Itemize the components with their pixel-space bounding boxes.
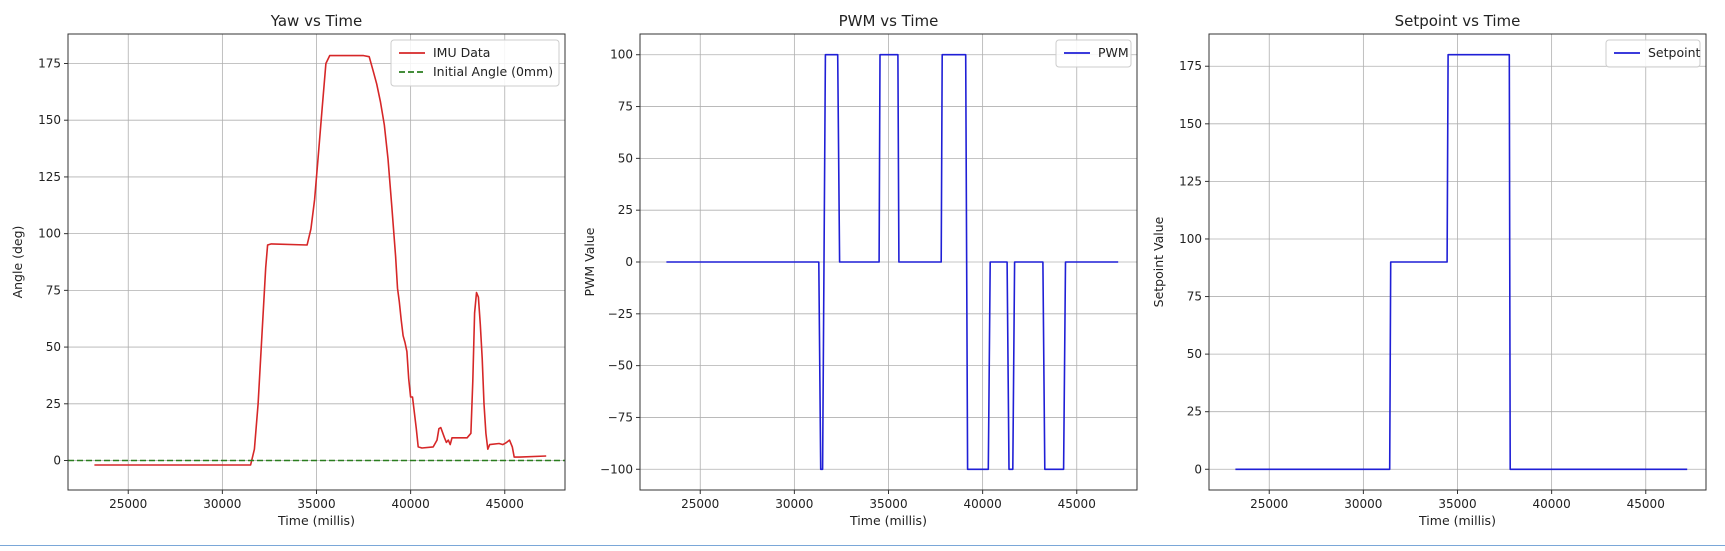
y-tick-label: 175 — [1179, 59, 1202, 73]
x-tick-label: 40000 — [1533, 497, 1571, 511]
x-tick-label: 40000 — [392, 497, 430, 511]
y-tick-label: −75 — [608, 410, 633, 424]
x-tick-label: 45000 — [1627, 497, 1665, 511]
x-axis-label: Time (millis) — [277, 513, 355, 528]
y-tick-label: 150 — [1179, 117, 1202, 131]
y-tick-label: 25 — [1187, 405, 1202, 419]
y-tick-label: 25 — [618, 203, 633, 217]
x-tick-label: 30000 — [203, 497, 241, 511]
pwm-chart: 25000 30000 35000 40000 45000 −100 −75 −50 −25 0 2… — [582, 12, 1138, 528]
x-tick-label: 30000 — [1344, 497, 1382, 511]
x-tick-label: 45000 — [1058, 497, 1096, 511]
y-axis-label: Angle (deg) — [10, 226, 25, 299]
yaw-chart: 25000 30000 35000 40000 45000 0 25 50 75 100 125 15… — [10, 12, 566, 528]
legend-box — [1605, 39, 1701, 68]
y-tick-label: 75 — [46, 283, 61, 297]
chart-title: PWM vs Time — [839, 12, 939, 30]
legend-entry: Setpoint — [1648, 45, 1701, 60]
x-axis-label: Time (millis) — [1418, 513, 1496, 528]
chart-title: Yaw vs Time — [270, 12, 363, 30]
legend: Setpoint — [1605, 39, 1701, 68]
x-tick-label: 35000 — [297, 497, 335, 511]
x-tick-label: 40000 — [964, 497, 1002, 511]
y-tick-label: 125 — [1179, 174, 1202, 188]
x-tick-label: 35000 — [1438, 497, 1476, 511]
chart-title: Setpoint vs Time — [1395, 12, 1521, 30]
y-tick-label: 100 — [38, 227, 61, 241]
y-tick-label: −50 — [608, 359, 633, 373]
y-tick-label: 25 — [46, 397, 61, 411]
y-axis-label: PWM Value — [582, 227, 597, 296]
y-tick-label: 175 — [38, 56, 61, 70]
x-tick-label: 25000 — [109, 497, 147, 511]
legend-entry: PWM — [1098, 45, 1129, 60]
legend-entry: Initial Angle (0mm) — [433, 64, 553, 79]
legend-entry: IMU Data — [433, 45, 490, 60]
x-tick-label: 25000 — [1250, 497, 1288, 511]
legend: IMU Data Initial Angle (0mm) — [390, 39, 560, 87]
setpoint-chart: 25000 30000 35000 40000 45000 0 25 50 75 100 125 15… — [1151, 12, 1707, 528]
series-line-setpoint — [1235, 53, 1688, 471]
series-line-pwm — [666, 53, 1119, 471]
y-tick-label: 0 — [53, 454, 61, 468]
x-tick-label: 45000 — [486, 497, 524, 511]
legend: PWM — [1055, 39, 1132, 68]
x-tick-label: 25000 — [681, 497, 719, 511]
x-tick-label: 30000 — [775, 497, 813, 511]
bottom-divider — [0, 545, 1725, 546]
y-tick-label: −100 — [600, 462, 633, 476]
series-line-imu-data — [94, 54, 547, 466]
y-tick-label: 75 — [618, 100, 633, 114]
y-tick-label: −25 — [608, 307, 633, 321]
y-tick-label: 0 — [1194, 462, 1202, 476]
y-tick-label: 50 — [618, 151, 633, 165]
x-axis-label: Time (millis) — [849, 513, 927, 528]
y-tick-label: 50 — [1187, 347, 1202, 361]
y-tick-label: 75 — [1187, 290, 1202, 304]
legend-box — [390, 39, 560, 87]
legend-box — [1055, 39, 1132, 68]
y-tick-label: 125 — [38, 170, 61, 184]
y-axis-label: Setpoint Value — [1151, 216, 1166, 307]
y-tick-label: 100 — [1179, 232, 1202, 246]
x-tick-label: 35000 — [869, 497, 907, 511]
y-tick-label: 50 — [46, 340, 61, 354]
y-tick-label: 150 — [38, 113, 61, 127]
y-tick-label: 100 — [610, 48, 633, 62]
y-tick-label: 0 — [625, 255, 633, 269]
